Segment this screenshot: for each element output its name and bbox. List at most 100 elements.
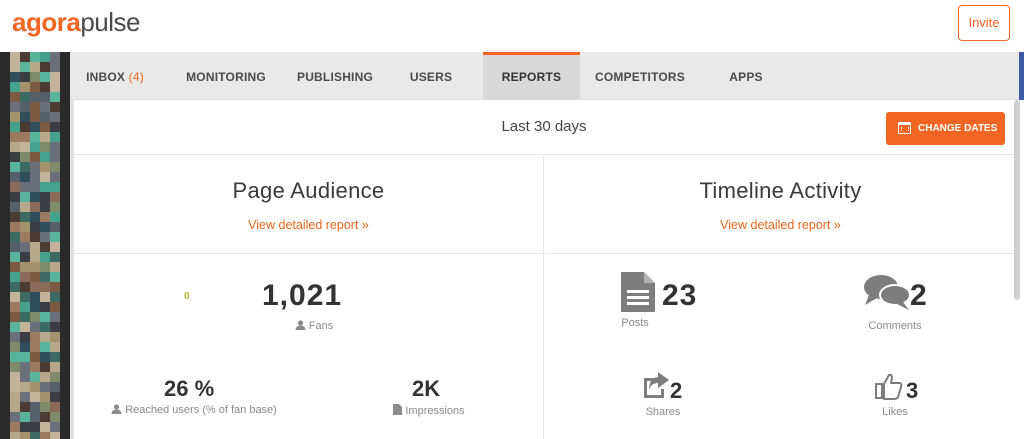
top-bar: agorapulse Invite [0,0,1024,52]
avatar-pixel [10,162,20,172]
avatar-pixel [40,412,50,422]
avatar-pixel [20,182,30,192]
avatar-pixel [0,262,10,272]
avatar-pixel [0,162,10,172]
timeline-activity-report-link[interactable]: View detailed report » [720,218,841,232]
main-nav: INBOX (4) MONITORING PUBLISHING USERS RE… [70,52,1019,100]
scrollbar[interactable] [1014,100,1020,300]
logo-part-pulse: pulse [80,7,140,37]
avatar-pixel [10,52,20,62]
page-audience-report-link[interactable]: View detailed report » [248,218,369,232]
date-bar: Last 30 days CHANGE DATES [74,100,1016,155]
avatar-pixel [10,312,20,322]
avatar-pixel [10,192,20,202]
avatar-pixel [20,242,30,252]
avatar-pixel [40,382,50,392]
avatar-pixel [40,222,50,232]
avatar-pixel [40,52,50,62]
avatar-pixel [60,122,70,132]
avatar-pixel [40,332,50,342]
avatar-pixel [60,282,70,292]
avatar-pixel [0,342,10,352]
avatar-pixel [20,432,30,439]
avatar-pixel [60,402,70,412]
avatar-pixel [10,272,20,282]
invite-button[interactable]: Invite [958,5,1010,41]
fans-caption: Fans [274,320,354,332]
avatar-pixel [20,62,30,72]
avatar-pixel [30,182,40,192]
avatar-pixel [50,402,60,412]
avatar-pixel [40,292,50,302]
avatar-pixel [40,282,50,292]
avatar-pixel [40,142,50,152]
avatar-pixel [10,242,20,252]
posts-label: Posts [621,317,649,329]
avatar-pixel [20,422,30,432]
avatar-pixel [0,422,10,432]
avatar-pixel [50,142,60,152]
avatar-pixel [40,312,50,322]
avatar-pixel [50,432,60,439]
avatar-pixel [30,372,40,382]
change-dates-button[interactable]: CHANGE DATES [886,112,1005,145]
likes-label: Likes [882,406,908,418]
tab-publishing[interactable]: PUBLISHING [296,70,373,84]
avatar-pixel [40,82,50,92]
avatar-pixel [10,322,20,332]
avatar-pixel [30,402,40,412]
avatar-pixel [20,212,30,222]
avatar-pixel [20,52,30,62]
tab-inbox[interactable]: INBOX (4) [70,52,160,100]
avatar-pixel [40,212,50,222]
avatar-pixel [20,392,30,402]
avatar-pixel [0,322,10,332]
tab-users[interactable]: USERS [409,70,453,84]
avatar-pixel [30,192,40,202]
avatar-pixel [50,52,60,62]
avatar-pixel [50,242,60,252]
avatar-pixel [60,142,70,152]
avatar-pixel [10,362,20,372]
avatar-pixel [10,382,20,392]
avatar-pixel [60,232,70,242]
agorapulse-logo[interactable]: agorapulse [12,4,140,40]
tab-competitors[interactable]: COMPETITORS [595,70,685,84]
avatar-pixel [30,122,40,132]
avatar-pixel [30,422,40,432]
avatar-pixel [10,72,20,82]
avatar-pixel [50,132,60,142]
avatar-pixel [60,422,70,432]
avatar-pixel [50,232,60,242]
shares-label: Shares [645,406,681,418]
avatar-pixel [60,432,70,439]
avatar-pixel [30,302,40,312]
tab-reports[interactable]: REPORTS [483,52,580,100]
avatar-pixel [0,52,10,62]
avatar-pixel [20,272,30,282]
avatar-pixel [60,242,70,252]
avatar-pixel [20,382,30,392]
avatar-pixel [40,192,50,202]
avatar-pixel [40,102,50,112]
tab-monitoring[interactable]: MONITORING [186,70,266,84]
avatar-pixel [60,342,70,352]
impressions-label: Impressions [405,405,465,417]
fans-label: Fans [308,320,334,332]
tab-apps[interactable]: APPS [729,70,763,84]
change-dates-label: CHANGE DATES [918,123,998,134]
avatar-pixel [60,362,70,372]
avatar-pixel [20,322,30,332]
document-icon [621,272,655,312]
avatar-pixel [30,282,40,292]
avatar-pixel [10,62,20,72]
avatar-pixel [30,162,40,172]
account-sidebar[interactable] [0,52,70,439]
avatar-pixel [0,432,10,439]
avatar-pixel [30,312,40,322]
posts-value: 23 [662,279,698,312]
edge-stripe [1019,52,1024,100]
avatar-pixel [60,382,70,392]
avatar-pixel [0,312,10,322]
avatar-pixel [20,102,30,112]
